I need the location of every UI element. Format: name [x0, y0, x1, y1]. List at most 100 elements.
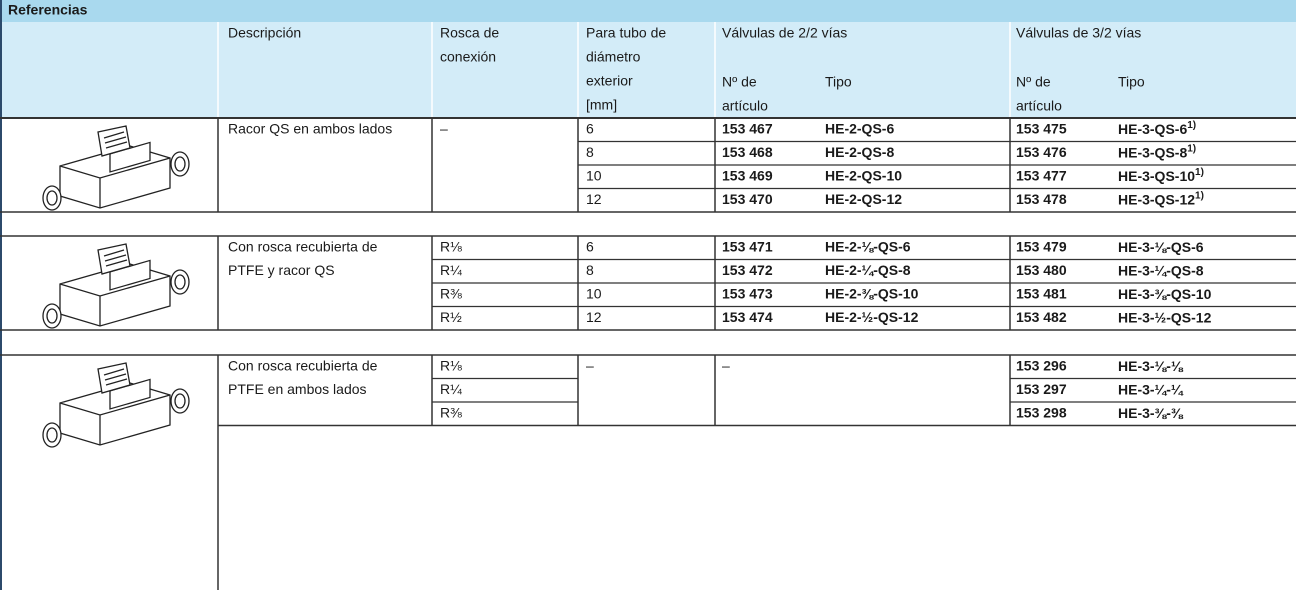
type-code: HE-2-¼-QS-8	[825, 262, 911, 278]
header-part-no: Nº de	[722, 74, 757, 90]
valve-image	[42, 362, 190, 448]
type-code: HE-2-QS-12	[825, 191, 902, 207]
header-type: Tipo	[1118, 74, 1145, 90]
type-code: HE-3-QS-101)	[1118, 166, 1204, 183]
port-right-inner	[174, 156, 186, 172]
type-code: HE-3-½-QS-12	[1118, 309, 1212, 325]
part-number: 153 480	[1016, 262, 1067, 278]
header-tube: [mm]	[586, 97, 617, 113]
tube-diameter: 8	[586, 262, 594, 278]
thread: –	[440, 120, 448, 136]
thread: R¼	[440, 381, 462, 397]
type-code: HE-2-QS-10	[825, 167, 902, 183]
thread: R⅜	[440, 285, 462, 301]
type-code-text: HE-3-⅜-⅜	[1118, 404, 1184, 420]
header-part-no: Nº de	[1016, 74, 1051, 90]
port-left-inner	[46, 190, 58, 206]
thread: R⅜	[440, 404, 462, 420]
part-number: 153 469	[722, 167, 773, 183]
type-code: HE-3-⅛-QS-6	[1118, 238, 1204, 254]
type-code: HE-3-¼-¼	[1118, 381, 1184, 397]
type-code-text: HE-3-QS-12	[1118, 191, 1195, 207]
valve-image	[42, 125, 190, 211]
title-bar	[0, 0, 1296, 22]
part-number: 153 474	[722, 309, 773, 325]
thread: R¼	[440, 262, 462, 278]
valve-image	[42, 243, 190, 329]
type-code: HE-3-QS-121)	[1118, 190, 1204, 207]
description: Racor QS en ambos lados	[228, 120, 392, 136]
part-number: 153 472	[722, 262, 773, 278]
part-number: 153 473	[722, 285, 773, 301]
header-type: Tipo	[825, 74, 852, 90]
header-description: Descripción	[228, 25, 301, 41]
part-number: 153 482	[1016, 309, 1067, 325]
part-number: 153 476	[1016, 144, 1067, 160]
header-part-no: artículo	[722, 98, 768, 114]
type-code-text: HE-3-¼-¼	[1118, 381, 1184, 397]
header-tube: diámetro	[586, 49, 641, 65]
type-code: HE-3-¼-QS-8	[1118, 262, 1204, 278]
part-number: 153 298	[1016, 404, 1067, 420]
footnote-ref: 1)	[1187, 143, 1196, 154]
valve-images	[42, 125, 190, 448]
header-thread: conexión	[440, 49, 496, 65]
port-left-inner	[46, 427, 58, 443]
thread: R⅛	[440, 357, 462, 373]
table-title: Referencias	[8, 2, 88, 18]
type-code-text: HE-3-QS-10	[1118, 167, 1195, 183]
footnote-ref: 1)	[1195, 166, 1204, 177]
part-number: 153 477	[1016, 167, 1067, 183]
type-code: HE-3-QS-81)	[1118, 143, 1196, 160]
tube-diameter: 6	[586, 238, 594, 254]
tube-diameter: 12	[586, 191, 602, 207]
footnote-ref: 1)	[1187, 119, 1196, 130]
type-code: HE-3-⅛-⅛	[1118, 357, 1184, 373]
type-code-text: HE-3-¼-QS-8	[1118, 262, 1204, 278]
tube-diameter: 8	[586, 144, 594, 160]
header-row	[0, 22, 1296, 118]
valve-body-edge	[59, 157, 171, 208]
part-number: 153 467	[722, 120, 773, 136]
thread: R⅛	[440, 238, 462, 254]
port-right-inner	[174, 393, 186, 409]
thread: R½	[440, 309, 462, 325]
header-thread: Rosca de	[440, 25, 499, 41]
part-number: 153 475	[1016, 120, 1067, 136]
tube-diameter: –	[586, 357, 594, 373]
part-number: 153 481	[1016, 285, 1067, 301]
footnote-ref: 1)	[1195, 190, 1204, 201]
header-tube: exterior	[586, 73, 633, 89]
type-code-text: HE-3-⅜-QS-10	[1118, 285, 1212, 301]
type-code: HE-2-⅛-QS-6	[825, 238, 911, 254]
part-number: 153 471	[722, 238, 773, 254]
type-code: HE-3-⅜-QS-10	[1118, 285, 1212, 301]
part-number: 153 470	[722, 191, 773, 207]
header-tube: Para tubo de	[586, 25, 666, 41]
tube-diameter: 6	[586, 120, 594, 136]
part-number: 153 296	[1016, 357, 1067, 373]
type-code: HE-2-⅜-QS-10	[825, 285, 919, 301]
port-right-inner	[174, 274, 186, 290]
valve-handle-ribs	[103, 368, 128, 386]
description: PTFE en ambos lados	[228, 381, 367, 397]
header-part-no: artículo	[1016, 98, 1062, 114]
type-code: HE-3-QS-61)	[1118, 119, 1196, 136]
valve-handle-ribs	[103, 249, 128, 267]
type-code: HE-3-⅜-⅜	[1118, 404, 1184, 420]
type-code-text: HE-3-½-QS-12	[1118, 309, 1212, 325]
part-number: 153 479	[1016, 238, 1067, 254]
type-code: HE-2-QS-6	[825, 120, 894, 136]
description: Con rosca recubierta de	[228, 238, 378, 254]
type-code-text: HE-3-⅛-QS-6	[1118, 238, 1204, 254]
header-valves: Válvulas de 3/2 vías	[1016, 25, 1141, 41]
part-number: 153 478	[1016, 191, 1067, 207]
description: PTFE y racor QS	[228, 262, 335, 278]
valve-body-edge	[59, 394, 171, 445]
valve-handle-ribs	[103, 131, 128, 149]
tube-diameter: 10	[586, 167, 602, 183]
description: Con rosca recubierta de	[228, 357, 378, 373]
port-left-inner	[46, 308, 58, 324]
part-number: 153 297	[1016, 381, 1067, 397]
